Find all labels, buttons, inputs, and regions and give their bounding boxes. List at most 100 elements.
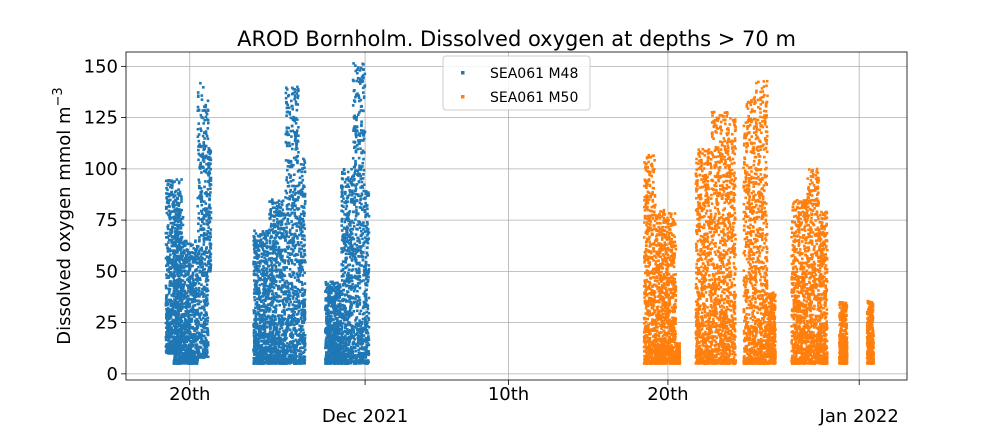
data-point-series-1 xyxy=(303,348,307,351)
data-point-series-1 xyxy=(290,124,294,128)
data-point-series-1 xyxy=(270,285,274,288)
data-point-series-1 xyxy=(167,199,171,202)
data-point-series-1 xyxy=(259,305,263,309)
data-point-series-1 xyxy=(205,191,208,194)
data-point-series-1 xyxy=(269,337,273,341)
data-point-series-1 xyxy=(207,174,210,177)
data-point-series-1 xyxy=(290,316,293,320)
data-point-series-1 xyxy=(277,294,281,298)
data-point-series-1 xyxy=(181,353,185,356)
data-point-series-1 xyxy=(300,261,303,265)
data-point-series-1 xyxy=(171,225,175,229)
data-point-series-1 xyxy=(168,313,172,316)
data-point-series-1 xyxy=(272,305,276,309)
data-point-series-1 xyxy=(252,328,256,332)
data-point-series-1 xyxy=(295,92,299,95)
data-point-series-1 xyxy=(208,194,212,197)
data-point-series-1 xyxy=(268,241,272,245)
data-point-series-1 xyxy=(202,323,205,326)
data-point-series-1 xyxy=(256,245,260,249)
data-point-series-1 xyxy=(326,336,329,340)
data-point-series-1 xyxy=(206,327,209,330)
data-point-series-1 xyxy=(193,295,196,299)
data-point-series-1 xyxy=(326,282,330,286)
data-point-series-1 xyxy=(200,94,204,97)
data-point-series-1 xyxy=(275,292,278,295)
data-point-series-1 xyxy=(284,196,287,199)
data-point-series-1 xyxy=(169,321,173,324)
data-point-series-1 xyxy=(283,312,286,316)
data-point-series-1 xyxy=(195,268,198,271)
data-point-series-1 xyxy=(169,326,172,329)
data-point-series-1 xyxy=(273,351,276,354)
data-point-series-1 xyxy=(296,89,300,93)
data-point-series-1 xyxy=(185,352,188,355)
data-point-series-1 xyxy=(205,192,208,196)
data-point-series-1 xyxy=(284,348,288,352)
data-point-series-1 xyxy=(331,286,334,289)
data-point-series-1 xyxy=(275,257,278,260)
data-point-series-1 xyxy=(264,349,267,353)
data-point-series-1 xyxy=(198,181,201,184)
data-point-series-1 xyxy=(178,347,181,351)
data-point-series-1 xyxy=(204,132,208,136)
data-point-series-1 xyxy=(327,309,330,312)
data-point-series-1 xyxy=(178,307,181,310)
data-point-series-1 xyxy=(289,174,293,177)
data-point-series-1 xyxy=(179,271,182,275)
data-point-series-1 xyxy=(302,260,306,264)
data-point-series-1 xyxy=(198,261,201,265)
data-point-series-1 xyxy=(296,241,300,244)
data-point-series-1 xyxy=(197,299,200,303)
data-point-series-1 xyxy=(271,202,274,206)
data-point-series-1 xyxy=(187,259,190,263)
data-point-series-1 xyxy=(190,275,194,278)
data-point-series-1 xyxy=(277,331,280,335)
data-point-series-1 xyxy=(197,353,200,357)
data-point-series-1 xyxy=(172,289,176,293)
data-point-series-1 xyxy=(199,300,202,303)
data-point-series-1 xyxy=(263,314,267,318)
data-point-series-1 xyxy=(258,265,261,268)
data-point-series-1 xyxy=(175,178,179,181)
data-point-series-1 xyxy=(202,292,206,296)
data-point-series-1 xyxy=(273,342,277,346)
data-point-series-1 xyxy=(200,259,203,263)
data-point-series-1 xyxy=(168,298,171,302)
data-point-series-1 xyxy=(198,263,202,267)
data-point-series-1 xyxy=(284,222,288,226)
data-point-series-1 xyxy=(191,277,194,280)
data-point-series-1 xyxy=(284,189,288,193)
data-point-series-1 xyxy=(284,335,287,338)
data-point-series-1 xyxy=(291,197,295,200)
data-point-series-1 xyxy=(263,293,266,297)
data-point-series-1 xyxy=(188,269,191,272)
data-point-series-1 xyxy=(174,212,178,216)
data-point-series-1 xyxy=(190,284,194,287)
data-point-series-1 xyxy=(194,351,198,354)
data-point-series-1 xyxy=(297,126,300,129)
data-point-series-1 xyxy=(286,295,290,299)
data-point-series-1 xyxy=(164,350,168,353)
data-point-series-1 xyxy=(272,219,276,222)
data-point-series-1 xyxy=(209,211,213,214)
data-point-series-1 xyxy=(199,127,202,130)
data-point-series-1 xyxy=(288,195,292,198)
data-point-series-1 xyxy=(176,357,180,361)
data-point-series-1 xyxy=(292,343,296,347)
data-point-series-1 xyxy=(337,326,340,329)
data-point-series-1 xyxy=(289,345,293,348)
data-point-series-1 xyxy=(186,350,189,353)
data-point-series-1 xyxy=(185,284,189,287)
data-point-series-1 xyxy=(174,289,178,292)
data-point-series-1 xyxy=(203,253,206,256)
data-point-series-1 xyxy=(297,250,301,253)
data-point-series-1 xyxy=(332,340,336,344)
data-point-series-1 xyxy=(202,141,205,144)
data-point-series-1 xyxy=(257,248,261,252)
data-point-series-1 xyxy=(282,259,286,262)
data-point-series-1 xyxy=(183,345,186,349)
data-point-series-1 xyxy=(168,257,171,261)
data-point-series-1 xyxy=(183,340,186,344)
data-point-series-1 xyxy=(281,214,284,217)
